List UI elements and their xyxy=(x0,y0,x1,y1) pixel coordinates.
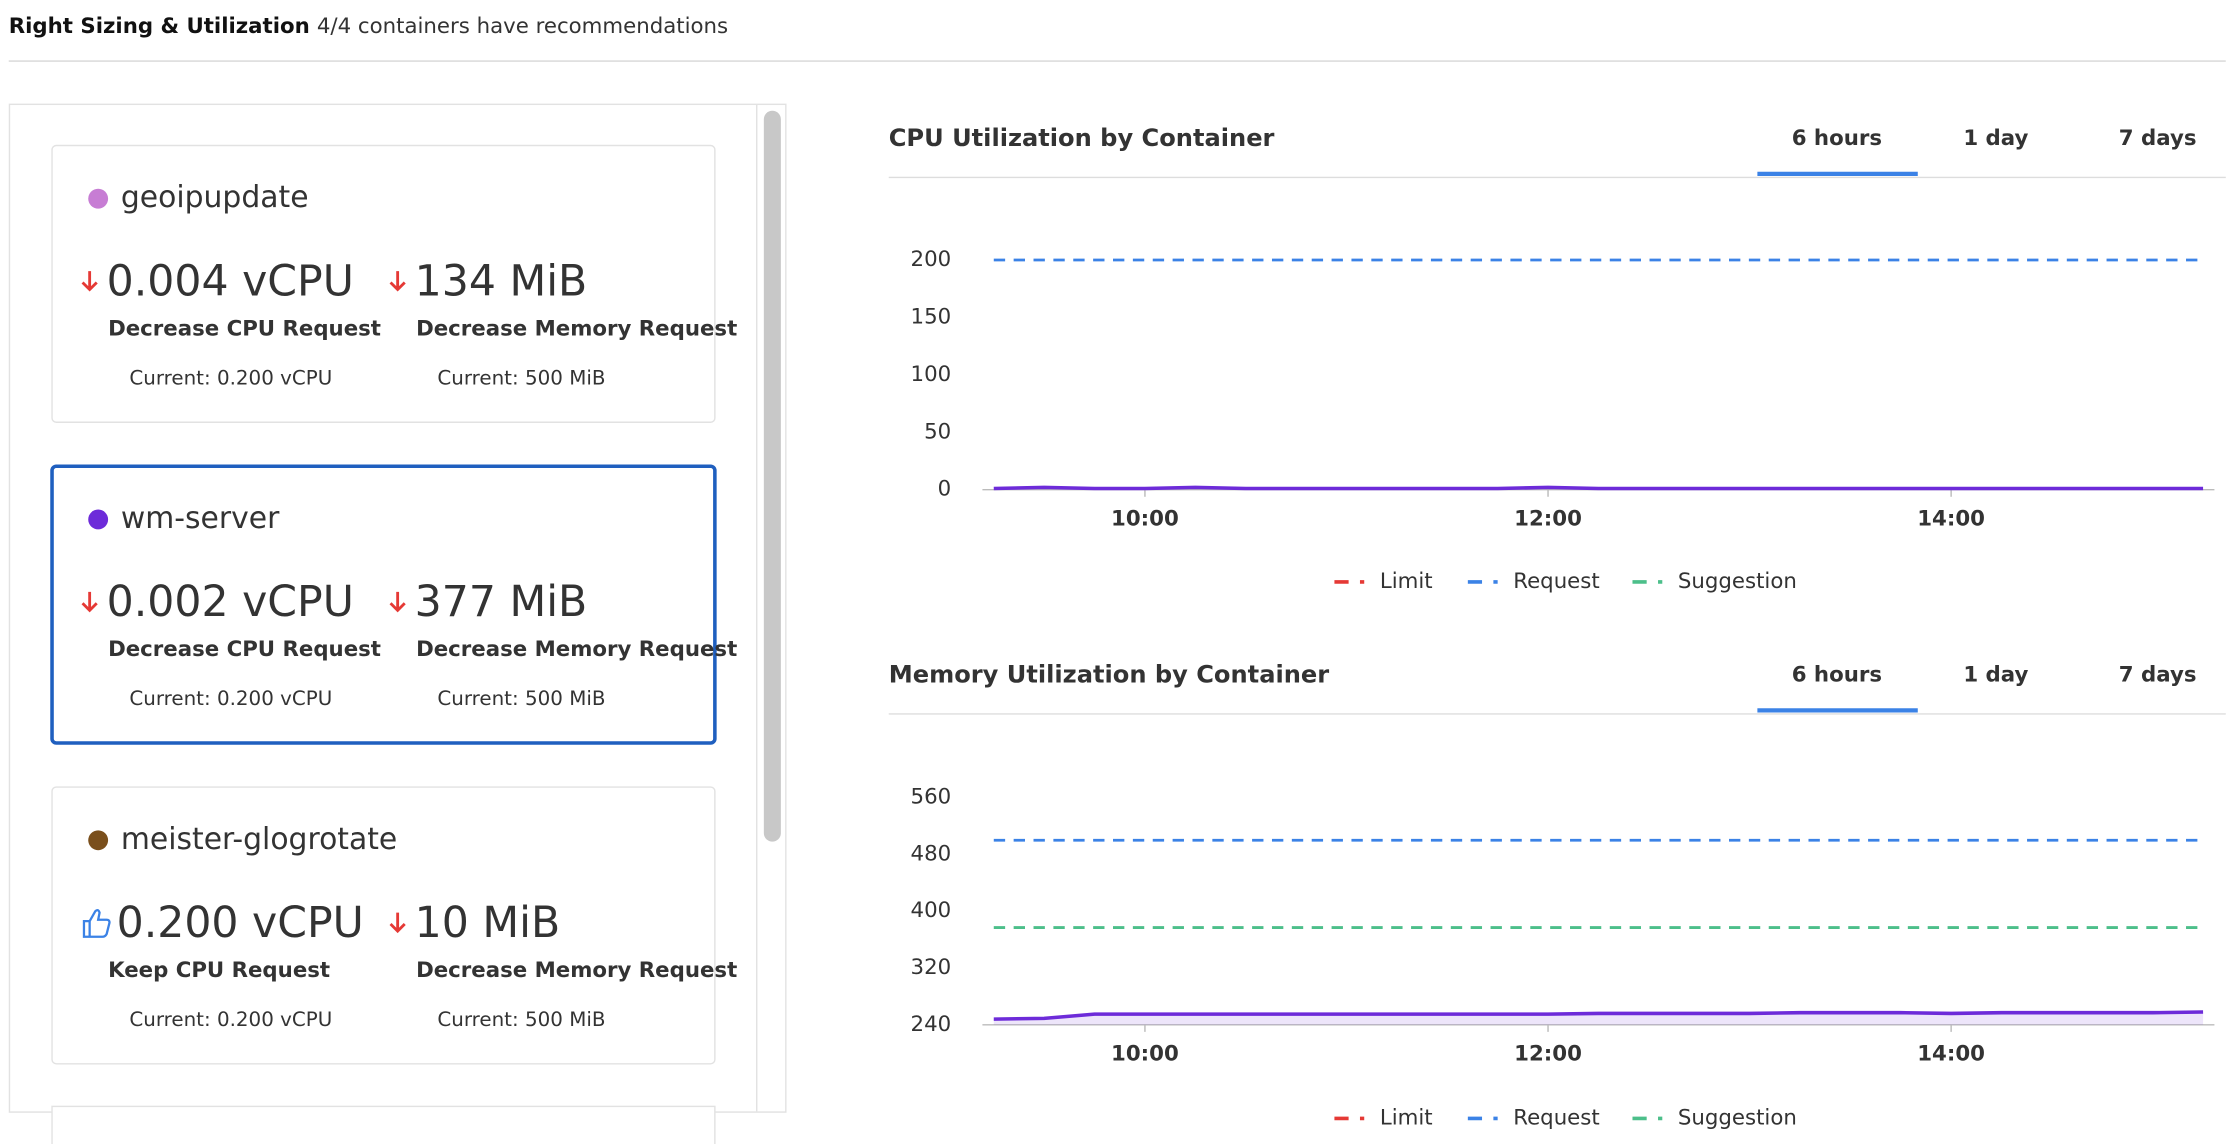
y-tick-label: 240 xyxy=(911,1012,952,1037)
x-tick-label: 10:00 xyxy=(1111,1042,1179,1067)
container-card[interactable]: geoipupdate 0.004 vCPU Decrease CPU Reques… xyxy=(51,144,737,423)
chart-title: Memory Utilization by Container xyxy=(889,661,1329,689)
header: Right Sizing & Utilization 4/4 containers… xyxy=(9,14,728,39)
y-tick-label: 320 xyxy=(911,955,952,980)
recommendation-action: Decrease Memory Request xyxy=(416,316,737,341)
y-tick-label: 400 xyxy=(911,898,952,923)
current-value: Current: 500 MiB xyxy=(437,687,605,710)
recommendation-value: 377 MiB xyxy=(415,577,588,627)
legend-label[interactable]: Request xyxy=(1513,1105,1599,1130)
recommendation-value: 10 MiB xyxy=(415,898,561,948)
decrease-icon xyxy=(81,271,98,292)
container-name: geoipupdate xyxy=(121,180,309,215)
time-range-tab[interactable]: 1 day xyxy=(1963,663,2028,688)
legend-label[interactable]: Request xyxy=(1513,569,1599,594)
card-box xyxy=(51,144,716,423)
y-tick-label: 560 xyxy=(911,785,952,810)
header-title: Right Sizing & Utilization xyxy=(9,14,310,39)
y-tick-label: 200 xyxy=(911,247,952,272)
x-tick-label: 12:00 xyxy=(1514,1042,1582,1067)
recommendation-value: 0.002 vCPU xyxy=(107,577,354,627)
y-tick-label: 100 xyxy=(911,362,952,387)
current-value: Current: 0.200 vCPU xyxy=(129,1008,332,1031)
recommendation-value: 0.004 vCPU xyxy=(107,256,354,306)
y-tick-label: 0 xyxy=(938,477,952,502)
keep-icon xyxy=(82,908,111,938)
y-tick-label: 480 xyxy=(911,841,952,866)
color-dot xyxy=(88,188,109,209)
usage-line xyxy=(993,1010,2204,1021)
active-tab-indicator xyxy=(1757,708,1918,713)
x-tick-label: 12:00 xyxy=(1514,506,1582,531)
card-box xyxy=(51,786,716,1065)
y-tick-label: 150 xyxy=(911,304,952,329)
header-subtitle: 4/4 containers have recommendations xyxy=(317,14,728,39)
chart-title: CPU Utilization by Container xyxy=(889,124,1275,152)
recommendation-value: 0.200 vCPU xyxy=(117,898,364,948)
current-value: Current: 0.200 vCPU xyxy=(129,366,332,389)
card-partial xyxy=(51,1105,716,1144)
recommendation-action: Decrease Memory Request xyxy=(416,637,737,662)
decrease-icon xyxy=(389,591,406,613)
current-value: Current: 500 MiB xyxy=(437,366,605,389)
y-tick-label: 50 xyxy=(924,419,951,444)
active-tab-indicator xyxy=(1757,171,1918,176)
time-range-tab[interactable]: 6 hours xyxy=(1792,663,1882,688)
recommendation-action: Decrease CPU Request xyxy=(108,316,381,341)
legend-label[interactable]: Limit xyxy=(1380,1105,1433,1130)
color-dot xyxy=(88,509,109,530)
x-tick-label: 14:00 xyxy=(1917,506,1985,531)
current-value: Current: 500 MiB xyxy=(437,1008,605,1031)
time-range-tab[interactable]: 1 day xyxy=(1963,126,2028,151)
recommendation-value: 134 MiB xyxy=(415,256,588,306)
decrease-icon xyxy=(389,912,406,934)
card-box xyxy=(50,464,717,745)
time-range-tab[interactable]: 7 days xyxy=(2119,126,2197,151)
container-name: wm-server xyxy=(121,501,280,536)
time-range-tab[interactable]: 7 days xyxy=(2119,663,2197,688)
current-value: Current: 0.200 vCPU xyxy=(129,687,332,710)
legend-label[interactable]: Limit xyxy=(1380,569,1433,594)
time-range-tab[interactable]: 6 hours xyxy=(1792,126,1882,151)
decrease-icon xyxy=(389,271,406,292)
recommendation-action: Decrease CPU Request xyxy=(108,637,381,662)
container-name: meister-glogrotate xyxy=(121,822,397,857)
container-card[interactable]: wm-server 0.002 vCPU Decrease CPU Request C… xyxy=(50,464,737,745)
usage-line xyxy=(993,485,2204,491)
x-tick-label: 14:00 xyxy=(1917,1042,1985,1067)
x-tick-label: 10:00 xyxy=(1111,506,1179,531)
container-card[interactable]: meister-glogrotate 0.200 vCPU Keep CPU Req… xyxy=(51,786,737,1065)
legend-label[interactable]: Suggestion xyxy=(1678,569,1797,594)
scrollbar-thumb[interactable] xyxy=(763,110,781,842)
recommendation-action: Decrease Memory Request xyxy=(416,958,737,983)
decrease-icon xyxy=(81,591,98,613)
legend-label[interactable]: Suggestion xyxy=(1678,1105,1797,1130)
recommendation-action: Keep CPU Request xyxy=(108,958,330,983)
color-dot xyxy=(88,830,109,851)
